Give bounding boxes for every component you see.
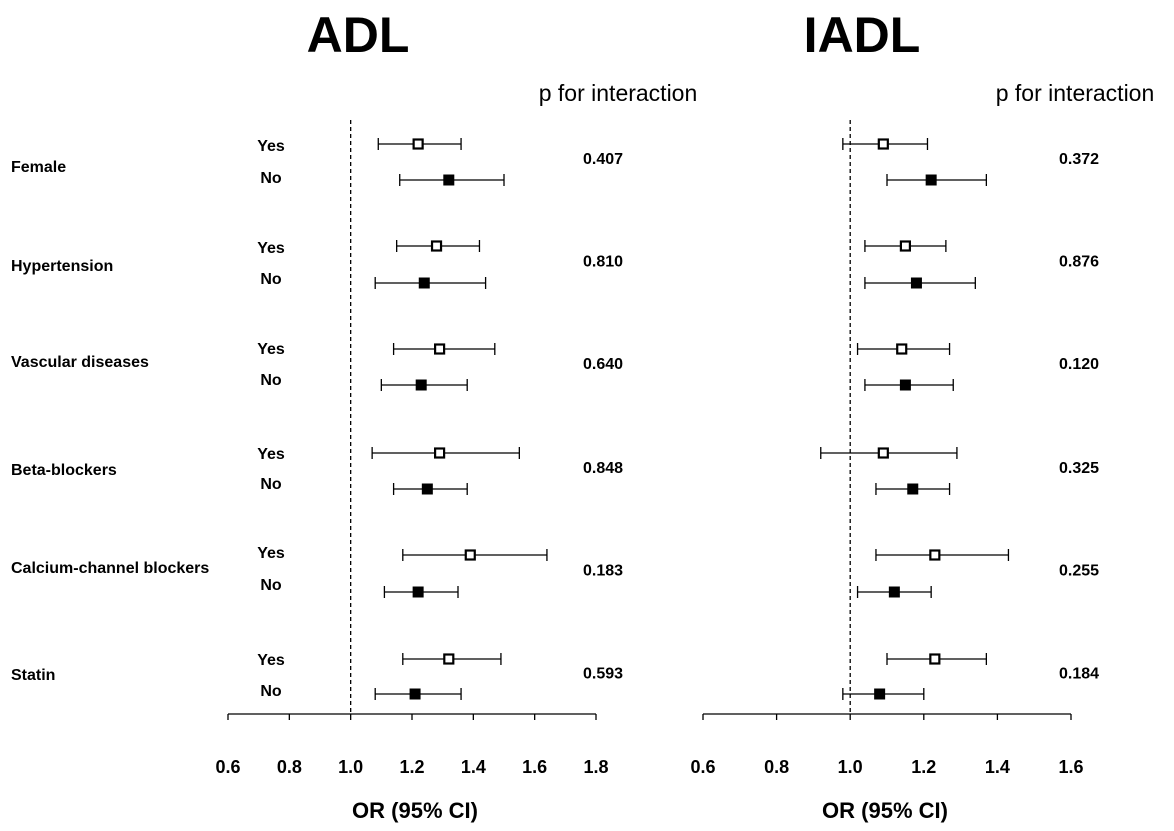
p-value: 0.810 bbox=[583, 254, 623, 271]
p-value: 0.183 bbox=[583, 563, 623, 580]
subgroup-label: Beta-blockers bbox=[11, 462, 117, 479]
or-marker-filled bbox=[421, 483, 433, 495]
x-axis-title: OR (95% CI) bbox=[822, 798, 948, 823]
p-value: 0.593 bbox=[583, 666, 623, 683]
or-marker-filled bbox=[910, 277, 922, 289]
or-marker-filled bbox=[907, 483, 919, 495]
subgroup-label: Hypertension bbox=[11, 258, 113, 275]
or-marker-open bbox=[464, 549, 476, 561]
level-label: Yes bbox=[257, 240, 285, 257]
x-tick-label: 0.8 bbox=[277, 757, 302, 777]
level-label: No bbox=[260, 372, 282, 389]
x-tick-label: 1.0 bbox=[338, 757, 363, 777]
level-label: Yes bbox=[257, 652, 285, 669]
or-marker-filled bbox=[899, 379, 911, 391]
p-value: 0.407 bbox=[583, 151, 623, 168]
or-marker-open bbox=[434, 447, 446, 459]
level-label: Yes bbox=[257, 446, 285, 463]
p-value: 0.848 bbox=[583, 460, 623, 477]
p-value: 0.876 bbox=[1059, 254, 1099, 271]
subgroup-label: Calcium-channel blockers bbox=[11, 560, 209, 577]
x-tick-label: 1.6 bbox=[522, 757, 547, 777]
or-marker-filled bbox=[888, 586, 900, 598]
x-tick-label: 1.4 bbox=[985, 757, 1010, 777]
adl-panel: ADL p for interaction 0.6 0.8 1.0 1.2 1.4 1.6 1.… bbox=[11, 7, 697, 823]
or-marker-filled bbox=[418, 277, 430, 289]
iadl-panel: IADL p for interaction 0.6 0.8 1.0 1.2 1.4 1.6 O… bbox=[690, 7, 1154, 823]
or-marker-open bbox=[877, 138, 889, 150]
level-label: Yes bbox=[257, 341, 285, 358]
or-marker-filled bbox=[415, 379, 427, 391]
p-value: 0.184 bbox=[1059, 666, 1099, 683]
level-label: No bbox=[260, 476, 282, 493]
or-marker-open bbox=[430, 240, 443, 252]
level-label: No bbox=[260, 577, 282, 594]
x-tick-label: 1.8 bbox=[583, 757, 608, 777]
or-marker-filled bbox=[443, 174, 455, 186]
subgroup-label: Statin bbox=[11, 667, 55, 684]
x-tick-label: 1.2 bbox=[911, 757, 936, 777]
p-value: 0.120 bbox=[1059, 356, 1099, 373]
or-marker-open bbox=[434, 343, 446, 355]
panel-title: IADL bbox=[804, 7, 921, 63]
subgroup-label: Female bbox=[11, 159, 66, 176]
x-tick-label: 0.8 bbox=[764, 757, 789, 777]
or-marker-filled bbox=[874, 688, 886, 700]
or-marker-open bbox=[412, 138, 424, 150]
or-marker-filled bbox=[409, 688, 421, 700]
level-label: Yes bbox=[257, 545, 285, 562]
p-value: 0.325 bbox=[1059, 460, 1099, 477]
or-marker-filled bbox=[412, 586, 424, 598]
x-axis-title: OR (95% CI) bbox=[352, 798, 478, 823]
or-marker-open bbox=[877, 447, 889, 459]
x-tick-label: 0.6 bbox=[690, 757, 715, 777]
level-label: No bbox=[260, 170, 282, 187]
or-marker-open bbox=[929, 653, 941, 665]
x-tick-label: 1.4 bbox=[461, 757, 486, 777]
or-marker-open bbox=[443, 653, 455, 665]
p-value: 0.372 bbox=[1059, 151, 1099, 168]
panel-title: ADL bbox=[307, 7, 410, 63]
or-marker-open bbox=[929, 549, 941, 561]
or-marker-open bbox=[896, 343, 908, 355]
x-tick-label: 0.6 bbox=[215, 757, 240, 777]
or-marker-filled bbox=[925, 174, 937, 186]
p-value: 0.255 bbox=[1059, 563, 1099, 580]
x-tick-label: 1.0 bbox=[838, 757, 863, 777]
x-tick-label: 1.6 bbox=[1058, 757, 1083, 777]
p-interaction-header: p for interaction bbox=[539, 80, 698, 106]
subgroup-label: Vascular diseases bbox=[11, 354, 149, 371]
or-marker-open bbox=[899, 240, 912, 252]
level-label: Yes bbox=[257, 138, 285, 155]
p-value: 0.640 bbox=[583, 356, 623, 373]
p-interaction-header: p for interaction bbox=[996, 80, 1155, 106]
level-label: No bbox=[260, 271, 282, 288]
x-tick-label: 1.2 bbox=[399, 757, 424, 777]
level-label: No bbox=[260, 683, 282, 700]
